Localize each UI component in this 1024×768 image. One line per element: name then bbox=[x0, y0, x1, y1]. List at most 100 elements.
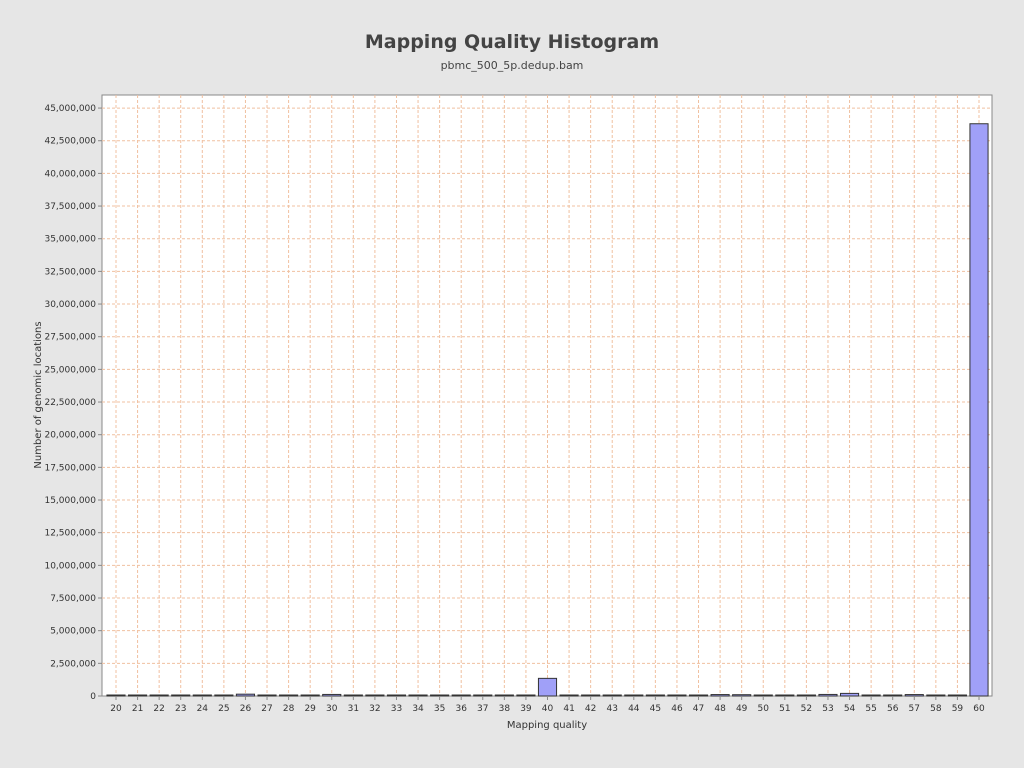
bar-50 bbox=[753, 694, 773, 697]
x-tick-label: 26 bbox=[240, 704, 252, 714]
bar-58 bbox=[926, 694, 946, 697]
x-tick-label: 59 bbox=[952, 704, 964, 714]
bar-31 bbox=[343, 694, 363, 697]
y-axis: 0 2,500,000 5,000,000 7,500,000 10,000,000 12… bbox=[44, 104, 102, 702]
bar-36 bbox=[451, 694, 471, 697]
x-gridlines bbox=[115, 95, 980, 696]
x-tick-label: 53 bbox=[822, 704, 833, 714]
x-tick-label: 57 bbox=[909, 704, 920, 714]
x-tick-label: 39 bbox=[520, 704, 532, 714]
bar-59 bbox=[947, 694, 967, 697]
bar-30 bbox=[322, 693, 342, 697]
y-tick-label: 42,500,000 bbox=[44, 137, 96, 147]
bar-46 bbox=[667, 694, 687, 697]
x-tick-label: 46 bbox=[671, 704, 683, 714]
x-tick-label: 42 bbox=[585, 704, 596, 714]
y-tick-label: 35,000,000 bbox=[44, 235, 96, 245]
x-tick-label: 45 bbox=[650, 704, 661, 714]
y-tick-label: 12,500,000 bbox=[44, 529, 96, 539]
bar-21 bbox=[128, 694, 148, 697]
bar-39 bbox=[516, 694, 536, 697]
x-tick-label: 60 bbox=[973, 704, 985, 714]
x-tick-label: 23 bbox=[175, 704, 186, 714]
chart-title: Mapping Quality Histogram bbox=[365, 31, 659, 53]
x-tick-label: 32 bbox=[369, 704, 380, 714]
x-tick-label: 33 bbox=[391, 704, 402, 714]
bar-45 bbox=[645, 694, 665, 697]
x-tick-label: 27 bbox=[261, 704, 272, 714]
bar-42 bbox=[581, 694, 601, 697]
bar-25 bbox=[214, 694, 234, 697]
x-tick-label: 31 bbox=[348, 704, 359, 714]
bar-29 bbox=[300, 694, 320, 697]
bar-28 bbox=[279, 694, 299, 697]
bar-47 bbox=[688, 694, 709, 697]
bar-56 bbox=[883, 694, 903, 697]
y-tick-label: 45,000,000 bbox=[44, 104, 96, 114]
x-tick-label: 37 bbox=[477, 704, 488, 714]
bar-38 bbox=[494, 694, 514, 697]
x-tick-label: 41 bbox=[563, 704, 574, 714]
bar-27 bbox=[257, 694, 277, 697]
x-tick-label: 52 bbox=[801, 704, 812, 714]
bar-32 bbox=[365, 694, 385, 697]
y-tick-label: 0 bbox=[90, 692, 96, 702]
y-tick-label: 5,000,000 bbox=[50, 627, 96, 637]
y-tick-label: 30,000,000 bbox=[44, 300, 96, 310]
x-axis-label: Mapping quality bbox=[507, 720, 587, 731]
bar-40 bbox=[537, 677, 558, 697]
x-tick-label: 34 bbox=[412, 704, 424, 714]
bars bbox=[106, 123, 989, 697]
x-tick-label: 44 bbox=[628, 704, 640, 714]
bar-20 bbox=[106, 694, 126, 697]
chart-subtitle: pbmc_500_5p.dedup.bam bbox=[441, 59, 584, 72]
x-tick-label: 30 bbox=[326, 704, 338, 714]
bar-33 bbox=[386, 694, 407, 697]
x-tick-label: 47 bbox=[693, 704, 704, 714]
x-tick-label: 28 bbox=[283, 704, 295, 714]
x-tick-label: 24 bbox=[197, 704, 209, 714]
x-tick-label: 21 bbox=[132, 704, 143, 714]
bar-51 bbox=[775, 694, 795, 697]
x-tick-label: 29 bbox=[304, 704, 316, 714]
x-tick-label: 50 bbox=[758, 704, 770, 714]
bar-60 bbox=[969, 123, 989, 697]
bar-24 bbox=[192, 694, 212, 697]
y-tick-label: 40,000,000 bbox=[44, 169, 96, 179]
x-tick-label: 55 bbox=[865, 704, 876, 714]
bar-41 bbox=[559, 694, 579, 697]
y-tick-label: 2,500,000 bbox=[50, 659, 96, 669]
y-tick-label: 27,500,000 bbox=[44, 333, 96, 343]
y-tick-label: 20,000,000 bbox=[44, 431, 96, 441]
bar-52 bbox=[796, 694, 816, 697]
x-tick-label: 25 bbox=[218, 704, 229, 714]
bar-48 bbox=[710, 694, 730, 697]
x-tick-label: 22 bbox=[153, 704, 164, 714]
bar-49 bbox=[732, 694, 752, 697]
bar-23 bbox=[171, 694, 191, 697]
y-tick-label: 25,000,000 bbox=[44, 365, 96, 375]
y-tick-label: 37,500,000 bbox=[44, 202, 96, 212]
bar-37 bbox=[473, 694, 493, 697]
x-tick-label: 20 bbox=[110, 704, 122, 714]
bar-55 bbox=[861, 694, 881, 697]
x-tick-label: 58 bbox=[930, 704, 942, 714]
x-tick-label: 36 bbox=[455, 704, 467, 714]
y-tick-label: 32,500,000 bbox=[44, 267, 96, 277]
x-tick-label: 35 bbox=[434, 704, 445, 714]
x-tick-label: 51 bbox=[779, 704, 790, 714]
bar-26 bbox=[235, 693, 256, 697]
x-tick-label: 38 bbox=[499, 704, 511, 714]
y-tick-label: 17,500,000 bbox=[44, 463, 96, 473]
bar-34 bbox=[408, 694, 428, 697]
x-tick-label: 56 bbox=[887, 704, 899, 714]
x-tick-label: 48 bbox=[714, 704, 726, 714]
bar-35 bbox=[430, 694, 450, 697]
y-tick-label: 7,500,000 bbox=[50, 594, 96, 604]
x-axis: 20 21 22 23 24 25 26 27 28 29 30 31 32 33 34 35 36 37 38 39… bbox=[110, 696, 985, 714]
y-tick-label: 22,500,000 bbox=[44, 398, 96, 408]
x-tick-label: 40 bbox=[542, 704, 554, 714]
x-tick-label: 43 bbox=[606, 704, 617, 714]
bar-57 bbox=[904, 694, 924, 697]
